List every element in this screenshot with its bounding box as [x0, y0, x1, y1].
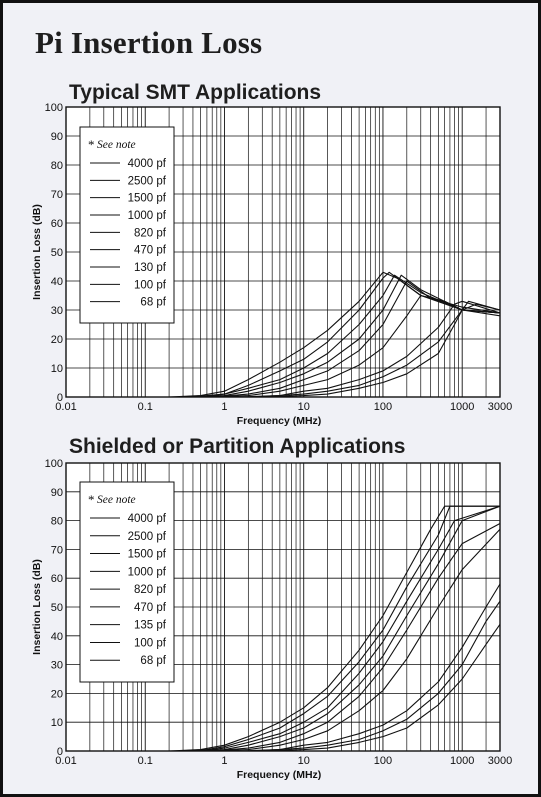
series-line-4	[200, 523, 501, 752]
legend-note: See note	[97, 494, 136, 506]
chart-title-shielded: Shielded or Partition Applications	[69, 435, 406, 458]
x-tick-label: 1	[221, 401, 227, 413]
x-tick-label: 10	[298, 755, 310, 767]
series-line-3	[192, 505, 501, 752]
chart-title-smt: Typical SMT Applications	[69, 81, 322, 104]
y-tick-label: 50	[51, 602, 63, 614]
y-tick-label: 80	[51, 516, 63, 528]
legend-entry: 820 pf	[134, 584, 167, 596]
legend-box	[79, 126, 175, 324]
y-tick-label: 40	[51, 631, 63, 643]
legend-box	[79, 481, 175, 683]
legend-entry: 135 pf	[134, 620, 167, 632]
x-tick-label: 0.1	[138, 755, 153, 767]
y-tick-label: 40	[51, 276, 63, 288]
legend-entry: 4000 pf	[128, 513, 167, 525]
series-line-3	[192, 274, 501, 398]
legend: * See note 4000 pf 2500 pf 1500 pf 1000 pf 820…	[79, 481, 175, 683]
x-tick-label: 100	[374, 401, 392, 413]
y-tick-label: 20	[51, 334, 63, 346]
series-line-8	[262, 303, 501, 398]
series-line-7	[248, 300, 501, 398]
legend-entry: 470 pf	[134, 245, 167, 257]
legend-entry: 1500 pf	[128, 193, 167, 205]
x-tick-label: 0.01	[55, 755, 76, 767]
x-tick-labels: 0.01 0.1 1 10 100 1000 3000	[55, 401, 512, 413]
page-title: Pi Insertion Loss	[35, 25, 263, 60]
series-line-4	[200, 280, 501, 398]
y-tick-label: 70	[51, 544, 63, 556]
plot-frame	[65, 462, 501, 752]
series-line-5	[212, 528, 501, 752]
legend-entry: 4000 pf	[128, 158, 167, 170]
y-tick-label: 10	[51, 363, 63, 375]
legend-entry: 470 pf	[134, 602, 167, 614]
legend-note: See note	[97, 139, 136, 151]
y-tick-label: 30	[51, 305, 63, 317]
y-tick-label: 90	[51, 131, 63, 143]
legend: * See note 4000 pf 2500 pf 1500 pf 1000 pf 820…	[79, 126, 175, 324]
y-tick-label: 0	[57, 392, 63, 404]
series-line-2	[182, 274, 501, 398]
x-tick-label: 3000	[488, 755, 512, 767]
x-tick-label: 0.1	[138, 401, 153, 413]
series-line-5	[212, 294, 501, 398]
x-tick-label: 1000	[450, 401, 474, 413]
x-tick-label: 1000	[450, 755, 474, 767]
legend-note-symbol: *	[88, 492, 95, 507]
x-axis-label: Frequency (MHz)	[237, 769, 322, 781]
chart-smt-applications: 0 10 20 30 40 50 60 70 80 90 100 0.01 0.1 1 10 100 1000 3…	[31, 102, 512, 427]
x-tick-label: 10	[298, 401, 310, 413]
series-line-2	[182, 505, 501, 752]
y-tick-label: 50	[51, 247, 63, 259]
series-line-6	[238, 583, 501, 752]
legend-entry: 100 pf	[134, 637, 167, 649]
series-group	[169, 271, 501, 398]
legend-entry: 2500 pf	[128, 531, 167, 543]
legend-entry: 130 pf	[134, 262, 167, 274]
y-tick-label: 10	[51, 717, 63, 729]
y-tick-labels: 0 10 20 30 40 50 60 70 80 90 100	[45, 458, 63, 758]
series-line-6	[238, 300, 501, 398]
y-tick-label: 100	[45, 458, 63, 470]
y-axis-label: Insertion Loss (dB)	[31, 204, 43, 300]
legend-note-symbol: *	[88, 137, 95, 152]
series-line-1	[176, 505, 500, 752]
x-tick-label: 0.01	[55, 401, 76, 413]
y-tick-label: 60	[51, 573, 63, 585]
x-tick-label: 1	[221, 755, 227, 767]
legend-entry: 1500 pf	[128, 549, 167, 561]
y-axis-label: Insertion Loss (dB)	[31, 559, 43, 655]
y-tick-label: 0	[57, 746, 63, 758]
series-line-7	[248, 600, 501, 752]
series-group	[169, 505, 501, 752]
legend-entry: 1000 pf	[128, 566, 167, 578]
plot-frame	[65, 106, 501, 398]
legend-entry: 1000 pf	[128, 210, 167, 222]
y-tick-labels: 0 10 20 30 40 50 60 70 80 90 100	[45, 102, 63, 404]
y-tick-label: 100	[45, 102, 63, 114]
series-line-0	[169, 505, 500, 752]
y-tick-label: 70	[51, 189, 63, 201]
legend-entry: 68 pf	[140, 655, 166, 667]
y-tick-label: 30	[51, 660, 63, 672]
legend-entry: 2500 pf	[128, 175, 167, 187]
x-tick-labels: 0.01 0.1 1 10 100 1000 3000	[55, 755, 512, 767]
x-tick-label: 3000	[488, 401, 512, 413]
y-tick-label: 20	[51, 688, 63, 700]
y-tick-label: 80	[51, 160, 63, 172]
y-tick-label: 90	[51, 487, 63, 499]
y-tick-label: 60	[51, 218, 63, 230]
legend-entry: 820 pf	[134, 227, 167, 239]
x-axis-label: Frequency (MHz)	[237, 415, 322, 427]
legend-entry: 68 pf	[140, 297, 166, 309]
legend-entry: 100 pf	[134, 279, 167, 291]
series-line-8	[262, 623, 501, 752]
x-tick-label: 100	[374, 755, 392, 767]
